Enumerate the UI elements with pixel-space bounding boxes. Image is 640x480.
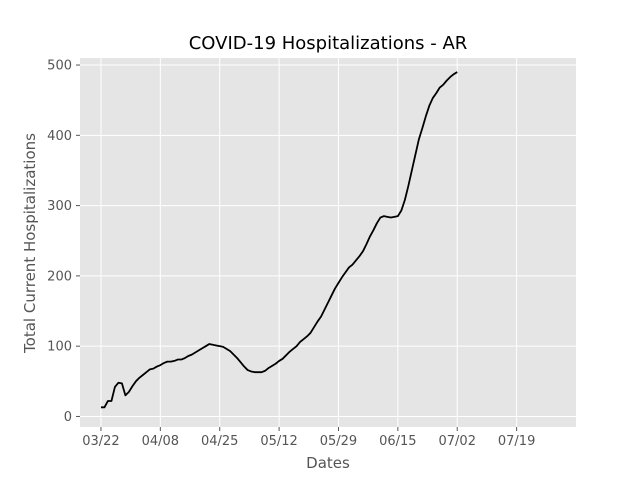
- chart-title: COVID-19 Hospitalizations - AR: [189, 33, 468, 54]
- x-tick-label: 07/19: [498, 434, 535, 449]
- y-axis-label: Total Current Hospitalizations: [21, 133, 39, 354]
- series-group: [100, 71, 458, 409]
- x-tick-label: 04/25: [201, 434, 238, 449]
- y-tick-label: 100: [47, 340, 72, 355]
- x-tick-label: 07/02: [439, 434, 476, 449]
- axis-ticks: 0 100 200 300 400 500 03/22 04/08 04/25 05/12 05/2…: [47, 59, 535, 449]
- y-tick-label: 300: [47, 199, 72, 214]
- y-tick-label: 0: [64, 410, 72, 425]
- grid-lines: [80, 58, 576, 427]
- y-tick-label: 200: [47, 269, 72, 284]
- x-tick-label: 06/15: [379, 434, 416, 449]
- series-line: [100, 71, 458, 409]
- y-tick-label: 500: [47, 59, 72, 74]
- plot-area: [80, 58, 576, 427]
- y-tick-label: 400: [47, 129, 72, 144]
- x-axis-label: Dates: [306, 454, 350, 472]
- x-tick-label: 03/22: [82, 434, 119, 449]
- x-tick-label: 05/12: [260, 434, 297, 449]
- x-tick-label: 04/08: [142, 434, 179, 449]
- x-tick-label: 05/29: [320, 434, 357, 449]
